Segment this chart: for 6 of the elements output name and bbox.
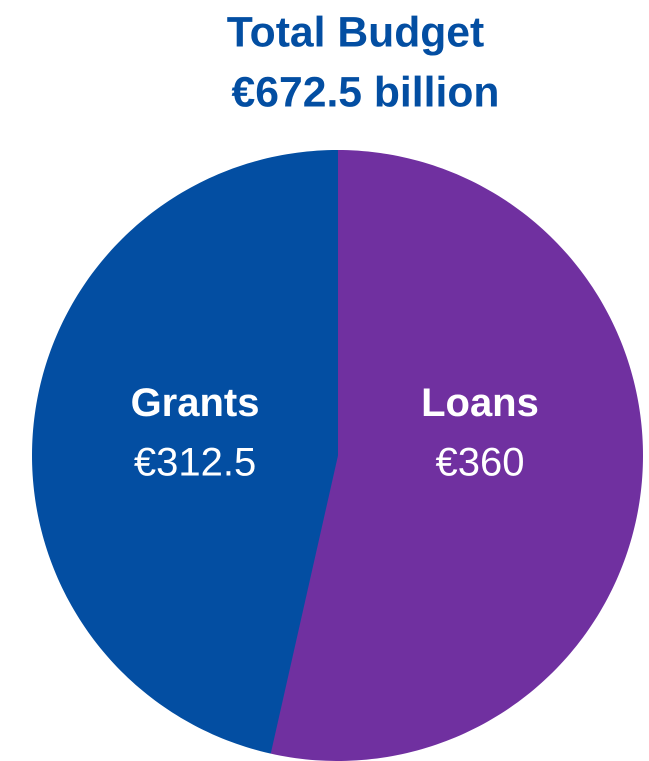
slice-label: Loans: [421, 381, 539, 425]
chart-title: Total Budget: [226, 8, 484, 56]
chart-subtitle: €672.5 billion: [232, 68, 500, 116]
data-label: €312.5: [134, 440, 256, 484]
slice-label: Grants: [130, 381, 260, 425]
data-label: €360: [435, 440, 524, 484]
